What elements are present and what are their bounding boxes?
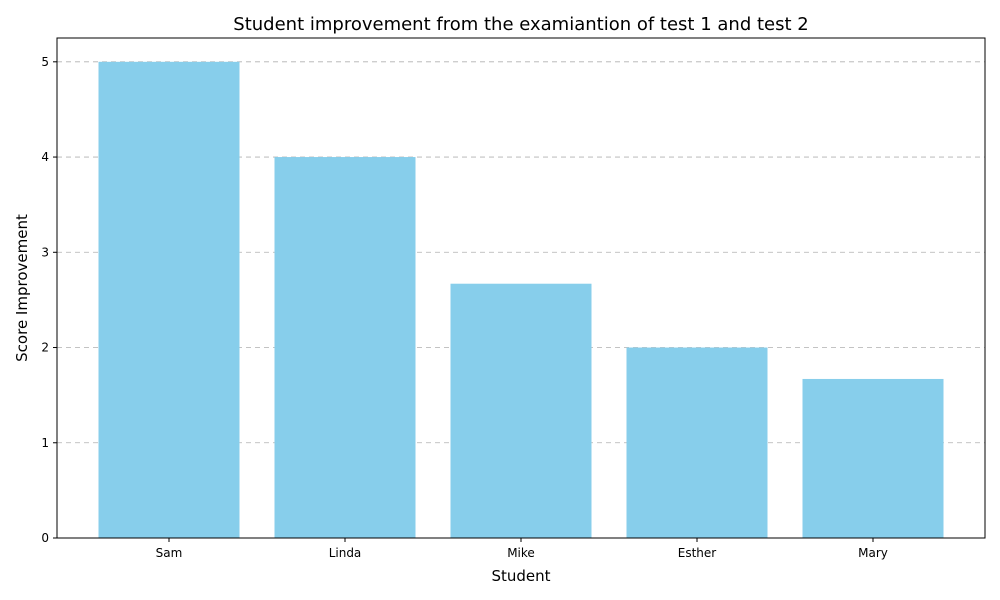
y-tick-label: 2 bbox=[41, 341, 49, 355]
bar-mary bbox=[802, 378, 944, 538]
x-tick-label: Mike bbox=[507, 546, 535, 560]
y-tick-label: 4 bbox=[41, 150, 49, 164]
bar-esther bbox=[626, 347, 768, 538]
x-tick-label: Sam bbox=[156, 546, 183, 560]
bar-mike bbox=[450, 283, 592, 538]
x-tick-label: Linda bbox=[329, 546, 362, 560]
x-tick-label: Mary bbox=[858, 546, 888, 560]
y-tick-label: 5 bbox=[41, 55, 49, 69]
x-axis-label: Student bbox=[491, 567, 550, 585]
chart-title: Student improvement from the examiantion… bbox=[233, 14, 808, 35]
y-tick-label: 1 bbox=[41, 436, 49, 450]
y-axis-ticks: 0 1 2 3 4 5 bbox=[41, 55, 57, 545]
y-axis-label: Score Improvement bbox=[13, 214, 31, 362]
x-tick-label: Esther bbox=[678, 546, 717, 560]
bar-linda bbox=[274, 157, 416, 539]
bar-sam bbox=[98, 61, 240, 539]
y-tick-label: 3 bbox=[41, 245, 49, 259]
x-axis-ticks: Sam Linda Mike Esther Mary bbox=[156, 538, 888, 560]
bars bbox=[98, 61, 944, 539]
y-tick-label: 0 bbox=[41, 531, 49, 545]
